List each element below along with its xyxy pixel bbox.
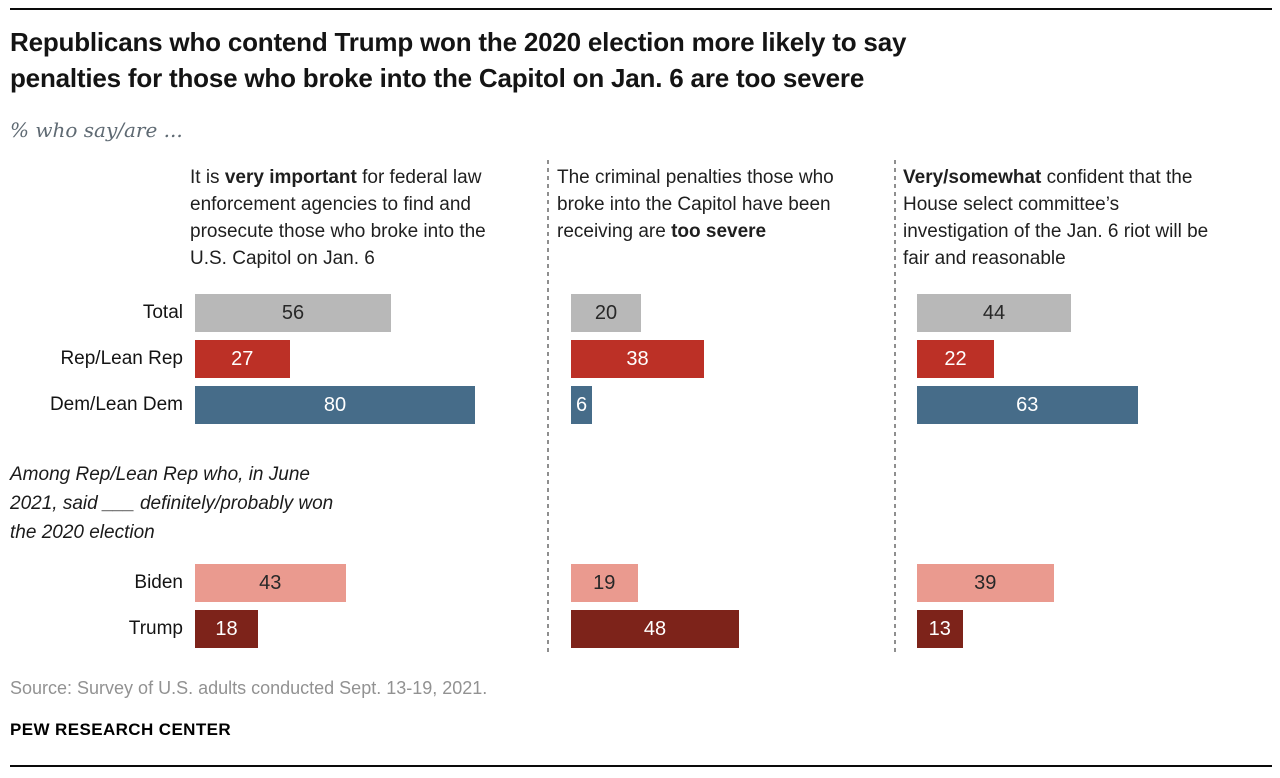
header-2-pre: The criminal penalties those who broke i… bbox=[557, 167, 834, 242]
bar-rep-lean-rep-col3: 22 bbox=[917, 340, 994, 378]
header-2-bold: too severe bbox=[671, 221, 767, 242]
bar-value: 56 bbox=[281, 302, 305, 324]
source-note: Source: Survey of U.S. adults conducted … bbox=[10, 678, 488, 698]
header-1-bold: very important bbox=[224, 167, 357, 188]
bar-biden-col3: 39 bbox=[917, 564, 1054, 602]
bar-value: 44 bbox=[982, 302, 1006, 324]
bar-trump-col1: 18 bbox=[195, 610, 258, 648]
bar-value: 27 bbox=[231, 348, 254, 370]
bar-value: 19 bbox=[593, 572, 616, 594]
page-subtitle: % who say/are ... bbox=[10, 118, 183, 142]
bar-value: 13 bbox=[928, 618, 951, 640]
column-header-2: The criminal penalties those who broke i… bbox=[557, 164, 852, 245]
column-divider-1 bbox=[547, 160, 549, 655]
group-note: Among Rep/Lean Rep who, in June 2021, sa… bbox=[10, 464, 334, 543]
bar-value: 18 bbox=[215, 618, 238, 640]
bottom-rule bbox=[10, 765, 1272, 767]
bar-dem-lean-dem-col2: 6 bbox=[571, 386, 592, 424]
bar-value: 48 bbox=[643, 618, 667, 640]
header-1-pre: It is bbox=[190, 167, 225, 188]
bar-rep-lean-rep-col2: 38 bbox=[571, 340, 704, 378]
row-label-biden: Biden bbox=[134, 572, 183, 593]
bar-trump-col2: 48 bbox=[571, 610, 739, 648]
bar-dem-lean-dem-col3: 63 bbox=[917, 386, 1138, 424]
header-1-post: for federal law enforcement agencies to … bbox=[190, 167, 486, 269]
bar-trump-col3: 13 bbox=[917, 610, 963, 648]
brand-footer: PEW RESEARCH CENTER bbox=[10, 720, 232, 739]
bar-value: 22 bbox=[944, 348, 967, 370]
bar-value: 43 bbox=[259, 572, 282, 594]
bar-total-col2: 20 bbox=[571, 294, 641, 332]
bar-total-col1: 56 bbox=[195, 294, 391, 332]
header-3-post: confident that the House select committe… bbox=[903, 167, 1209, 269]
row-label-rep-lean-rep: Rep/Lean Rep bbox=[60, 348, 183, 369]
bar-value: 20 bbox=[594, 302, 618, 324]
bar-biden-col2: 19 bbox=[571, 564, 638, 602]
bar-value: 6 bbox=[575, 394, 588, 416]
column-header-1: It is very important for federal law enf… bbox=[190, 164, 520, 272]
row-label-dem-lean-dem: Dem/Lean Dem bbox=[49, 394, 183, 415]
column-divider-2 bbox=[894, 160, 896, 655]
bar-value: 39 bbox=[974, 572, 997, 594]
bar-value: 63 bbox=[1016, 394, 1039, 416]
header-3-bold: Very/somewhat bbox=[903, 167, 1042, 188]
bar-total-col3: 44 bbox=[917, 294, 1071, 332]
bar-value: 80 bbox=[323, 394, 347, 416]
row-label-total: Total bbox=[142, 302, 183, 323]
page-title: Republicans who contend Trump won the 20… bbox=[10, 27, 907, 93]
row-label-trump: Trump bbox=[128, 618, 183, 639]
top-rule bbox=[10, 8, 1272, 10]
bar-dem-lean-dem-col1: 80 bbox=[195, 386, 475, 424]
bar-biden-col1: 43 bbox=[195, 564, 346, 602]
column-header-3: Very/somewhat confident that the House s… bbox=[903, 164, 1225, 272]
bar-value: 38 bbox=[626, 348, 649, 370]
bar-rep-lean-rep-col1: 27 bbox=[195, 340, 290, 378]
